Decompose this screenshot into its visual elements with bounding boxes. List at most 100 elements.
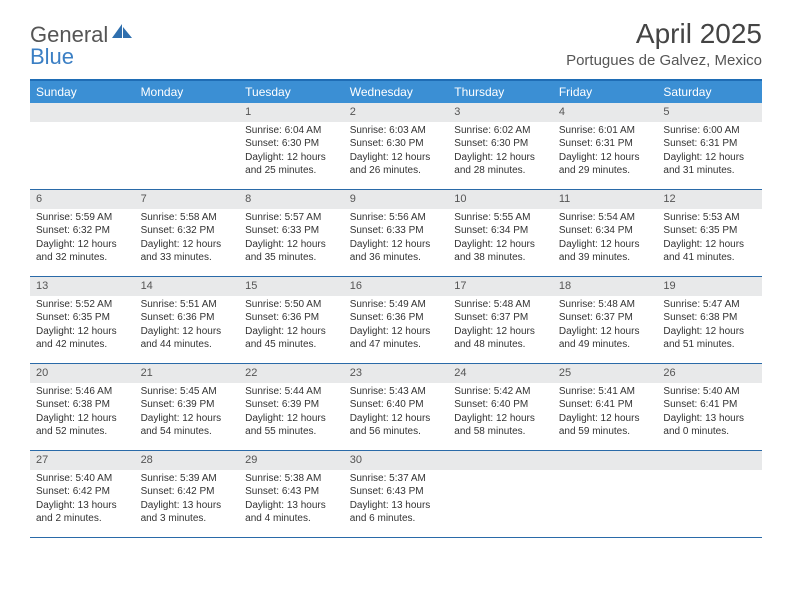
day-cell — [657, 451, 762, 537]
sunrise-text: Sunrise: 5:47 AM — [663, 298, 756, 312]
weekday-header-row: SundayMondayTuesdayWednesdayThursdayFrid… — [30, 81, 762, 103]
day-number: 27 — [30, 451, 135, 470]
day-cell: 23Sunrise: 5:43 AMSunset: 6:40 PMDayligh… — [344, 364, 449, 450]
weekday-header: Saturday — [657, 81, 762, 103]
calendar: SundayMondayTuesdayWednesdayThursdayFrid… — [30, 79, 762, 538]
day-number: 10 — [448, 190, 553, 209]
day-cell: 12Sunrise: 5:53 AMSunset: 6:35 PMDayligh… — [657, 190, 762, 276]
sunset-text: Sunset: 6:30 PM — [245, 137, 338, 151]
day-number: 21 — [135, 364, 240, 383]
brand-part2: Blue — [30, 44, 74, 69]
day-body: Sunrise: 5:40 AMSunset: 6:41 PMDaylight:… — [657, 383, 762, 443]
sunset-text: Sunset: 6:31 PM — [663, 137, 756, 151]
sunrise-text: Sunrise: 5:41 AM — [559, 385, 652, 399]
sunset-text: Sunset: 6:42 PM — [36, 485, 129, 499]
day-cell: 6Sunrise: 5:59 AMSunset: 6:32 PMDaylight… — [30, 190, 135, 276]
sunrise-text: Sunrise: 5:50 AM — [245, 298, 338, 312]
sunset-text: Sunset: 6:40 PM — [350, 398, 443, 412]
day-cell: 13Sunrise: 5:52 AMSunset: 6:35 PMDayligh… — [30, 277, 135, 363]
sunset-text: Sunset: 6:34 PM — [559, 224, 652, 238]
day-number: 8 — [239, 190, 344, 209]
daylight-text: Daylight: 12 hours and 41 minutes. — [663, 238, 756, 265]
sunrise-text: Sunrise: 5:38 AM — [245, 472, 338, 486]
daylight-text: Daylight: 13 hours and 2 minutes. — [36, 499, 129, 526]
weekday-header: Thursday — [448, 81, 553, 103]
day-number: 23 — [344, 364, 449, 383]
sunrise-text: Sunrise: 5:49 AM — [350, 298, 443, 312]
day-number — [657, 451, 762, 470]
day-cell — [553, 451, 658, 537]
day-body: Sunrise: 5:54 AMSunset: 6:34 PMDaylight:… — [553, 209, 658, 269]
sunset-text: Sunset: 6:38 PM — [663, 311, 756, 325]
day-cell: 14Sunrise: 5:51 AMSunset: 6:36 PMDayligh… — [135, 277, 240, 363]
day-cell: 5Sunrise: 6:00 AMSunset: 6:31 PMDaylight… — [657, 103, 762, 189]
day-cell: 3Sunrise: 6:02 AMSunset: 6:30 PMDaylight… — [448, 103, 553, 189]
sunset-text: Sunset: 6:37 PM — [559, 311, 652, 325]
weekday-header: Wednesday — [344, 81, 449, 103]
sunrise-text: Sunrise: 6:03 AM — [350, 124, 443, 138]
day-cell: 9Sunrise: 5:56 AMSunset: 6:33 PMDaylight… — [344, 190, 449, 276]
daylight-text: Daylight: 13 hours and 3 minutes. — [141, 499, 234, 526]
day-cell: 30Sunrise: 5:37 AMSunset: 6:43 PMDayligh… — [344, 451, 449, 537]
daylight-text: Daylight: 12 hours and 54 minutes. — [141, 412, 234, 439]
day-number: 5 — [657, 103, 762, 122]
sunset-text: Sunset: 6:43 PM — [245, 485, 338, 499]
day-body: Sunrise: 5:59 AMSunset: 6:32 PMDaylight:… — [30, 209, 135, 269]
title-block: April 2025 Portugues de Galvez, Mexico — [566, 18, 762, 69]
sunrise-text: Sunrise: 5:44 AM — [245, 385, 338, 399]
day-number: 30 — [344, 451, 449, 470]
sunset-text: Sunset: 6:30 PM — [454, 137, 547, 151]
day-cell: 1Sunrise: 6:04 AMSunset: 6:30 PMDaylight… — [239, 103, 344, 189]
daylight-text: Daylight: 12 hours and 25 minutes. — [245, 151, 338, 178]
sunset-text: Sunset: 6:42 PM — [141, 485, 234, 499]
sunset-text: Sunset: 6:38 PM — [36, 398, 129, 412]
day-cell: 15Sunrise: 5:50 AMSunset: 6:36 PMDayligh… — [239, 277, 344, 363]
sunset-text: Sunset: 6:41 PM — [663, 398, 756, 412]
day-body: Sunrise: 5:46 AMSunset: 6:38 PMDaylight:… — [30, 383, 135, 443]
sunrise-text: Sunrise: 6:00 AM — [663, 124, 756, 138]
day-number: 20 — [30, 364, 135, 383]
day-body: Sunrise: 5:48 AMSunset: 6:37 PMDaylight:… — [448, 296, 553, 356]
weekday-header: Sunday — [30, 81, 135, 103]
daylight-text: Daylight: 12 hours and 36 minutes. — [350, 238, 443, 265]
daylight-text: Daylight: 12 hours and 51 minutes. — [663, 325, 756, 352]
sunset-text: Sunset: 6:36 PM — [245, 311, 338, 325]
week-row: 20Sunrise: 5:46 AMSunset: 6:38 PMDayligh… — [30, 364, 762, 451]
sail-icon — [110, 22, 134, 40]
day-number: 6 — [30, 190, 135, 209]
sunset-text: Sunset: 6:32 PM — [141, 224, 234, 238]
day-number: 4 — [553, 103, 658, 122]
daylight-text: Daylight: 12 hours and 52 minutes. — [36, 412, 129, 439]
sunrise-text: Sunrise: 6:02 AM — [454, 124, 547, 138]
weekday-header: Friday — [553, 81, 658, 103]
day-body: Sunrise: 5:45 AMSunset: 6:39 PMDaylight:… — [135, 383, 240, 443]
day-cell: 26Sunrise: 5:40 AMSunset: 6:41 PMDayligh… — [657, 364, 762, 450]
day-body: Sunrise: 5:44 AMSunset: 6:39 PMDaylight:… — [239, 383, 344, 443]
day-cell — [135, 103, 240, 189]
daylight-text: Daylight: 12 hours and 33 minutes. — [141, 238, 234, 265]
day-cell: 18Sunrise: 5:48 AMSunset: 6:37 PMDayligh… — [553, 277, 658, 363]
day-number — [30, 103, 135, 122]
sunrise-text: Sunrise: 5:43 AM — [350, 385, 443, 399]
weekday-header: Monday — [135, 81, 240, 103]
sunset-text: Sunset: 6:35 PM — [663, 224, 756, 238]
sunrise-text: Sunrise: 5:39 AM — [141, 472, 234, 486]
day-number — [553, 451, 658, 470]
sunset-text: Sunset: 6:43 PM — [350, 485, 443, 499]
sunrise-text: Sunrise: 5:45 AM — [141, 385, 234, 399]
day-number: 2 — [344, 103, 449, 122]
sunrise-text: Sunrise: 6:04 AM — [245, 124, 338, 138]
day-body: Sunrise: 5:51 AMSunset: 6:36 PMDaylight:… — [135, 296, 240, 356]
weekday-header: Tuesday — [239, 81, 344, 103]
brand-logo: GeneralBlue — [30, 22, 134, 68]
day-number: 26 — [657, 364, 762, 383]
day-body: Sunrise: 6:01 AMSunset: 6:31 PMDaylight:… — [553, 122, 658, 182]
sunrise-text: Sunrise: 5:40 AM — [663, 385, 756, 399]
sunset-text: Sunset: 6:41 PM — [559, 398, 652, 412]
sunrise-text: Sunrise: 5:37 AM — [350, 472, 443, 486]
sunset-text: Sunset: 6:35 PM — [36, 311, 129, 325]
sunrise-text: Sunrise: 5:40 AM — [36, 472, 129, 486]
daylight-text: Daylight: 12 hours and 42 minutes. — [36, 325, 129, 352]
sunrise-text: Sunrise: 6:01 AM — [559, 124, 652, 138]
day-number: 24 — [448, 364, 553, 383]
